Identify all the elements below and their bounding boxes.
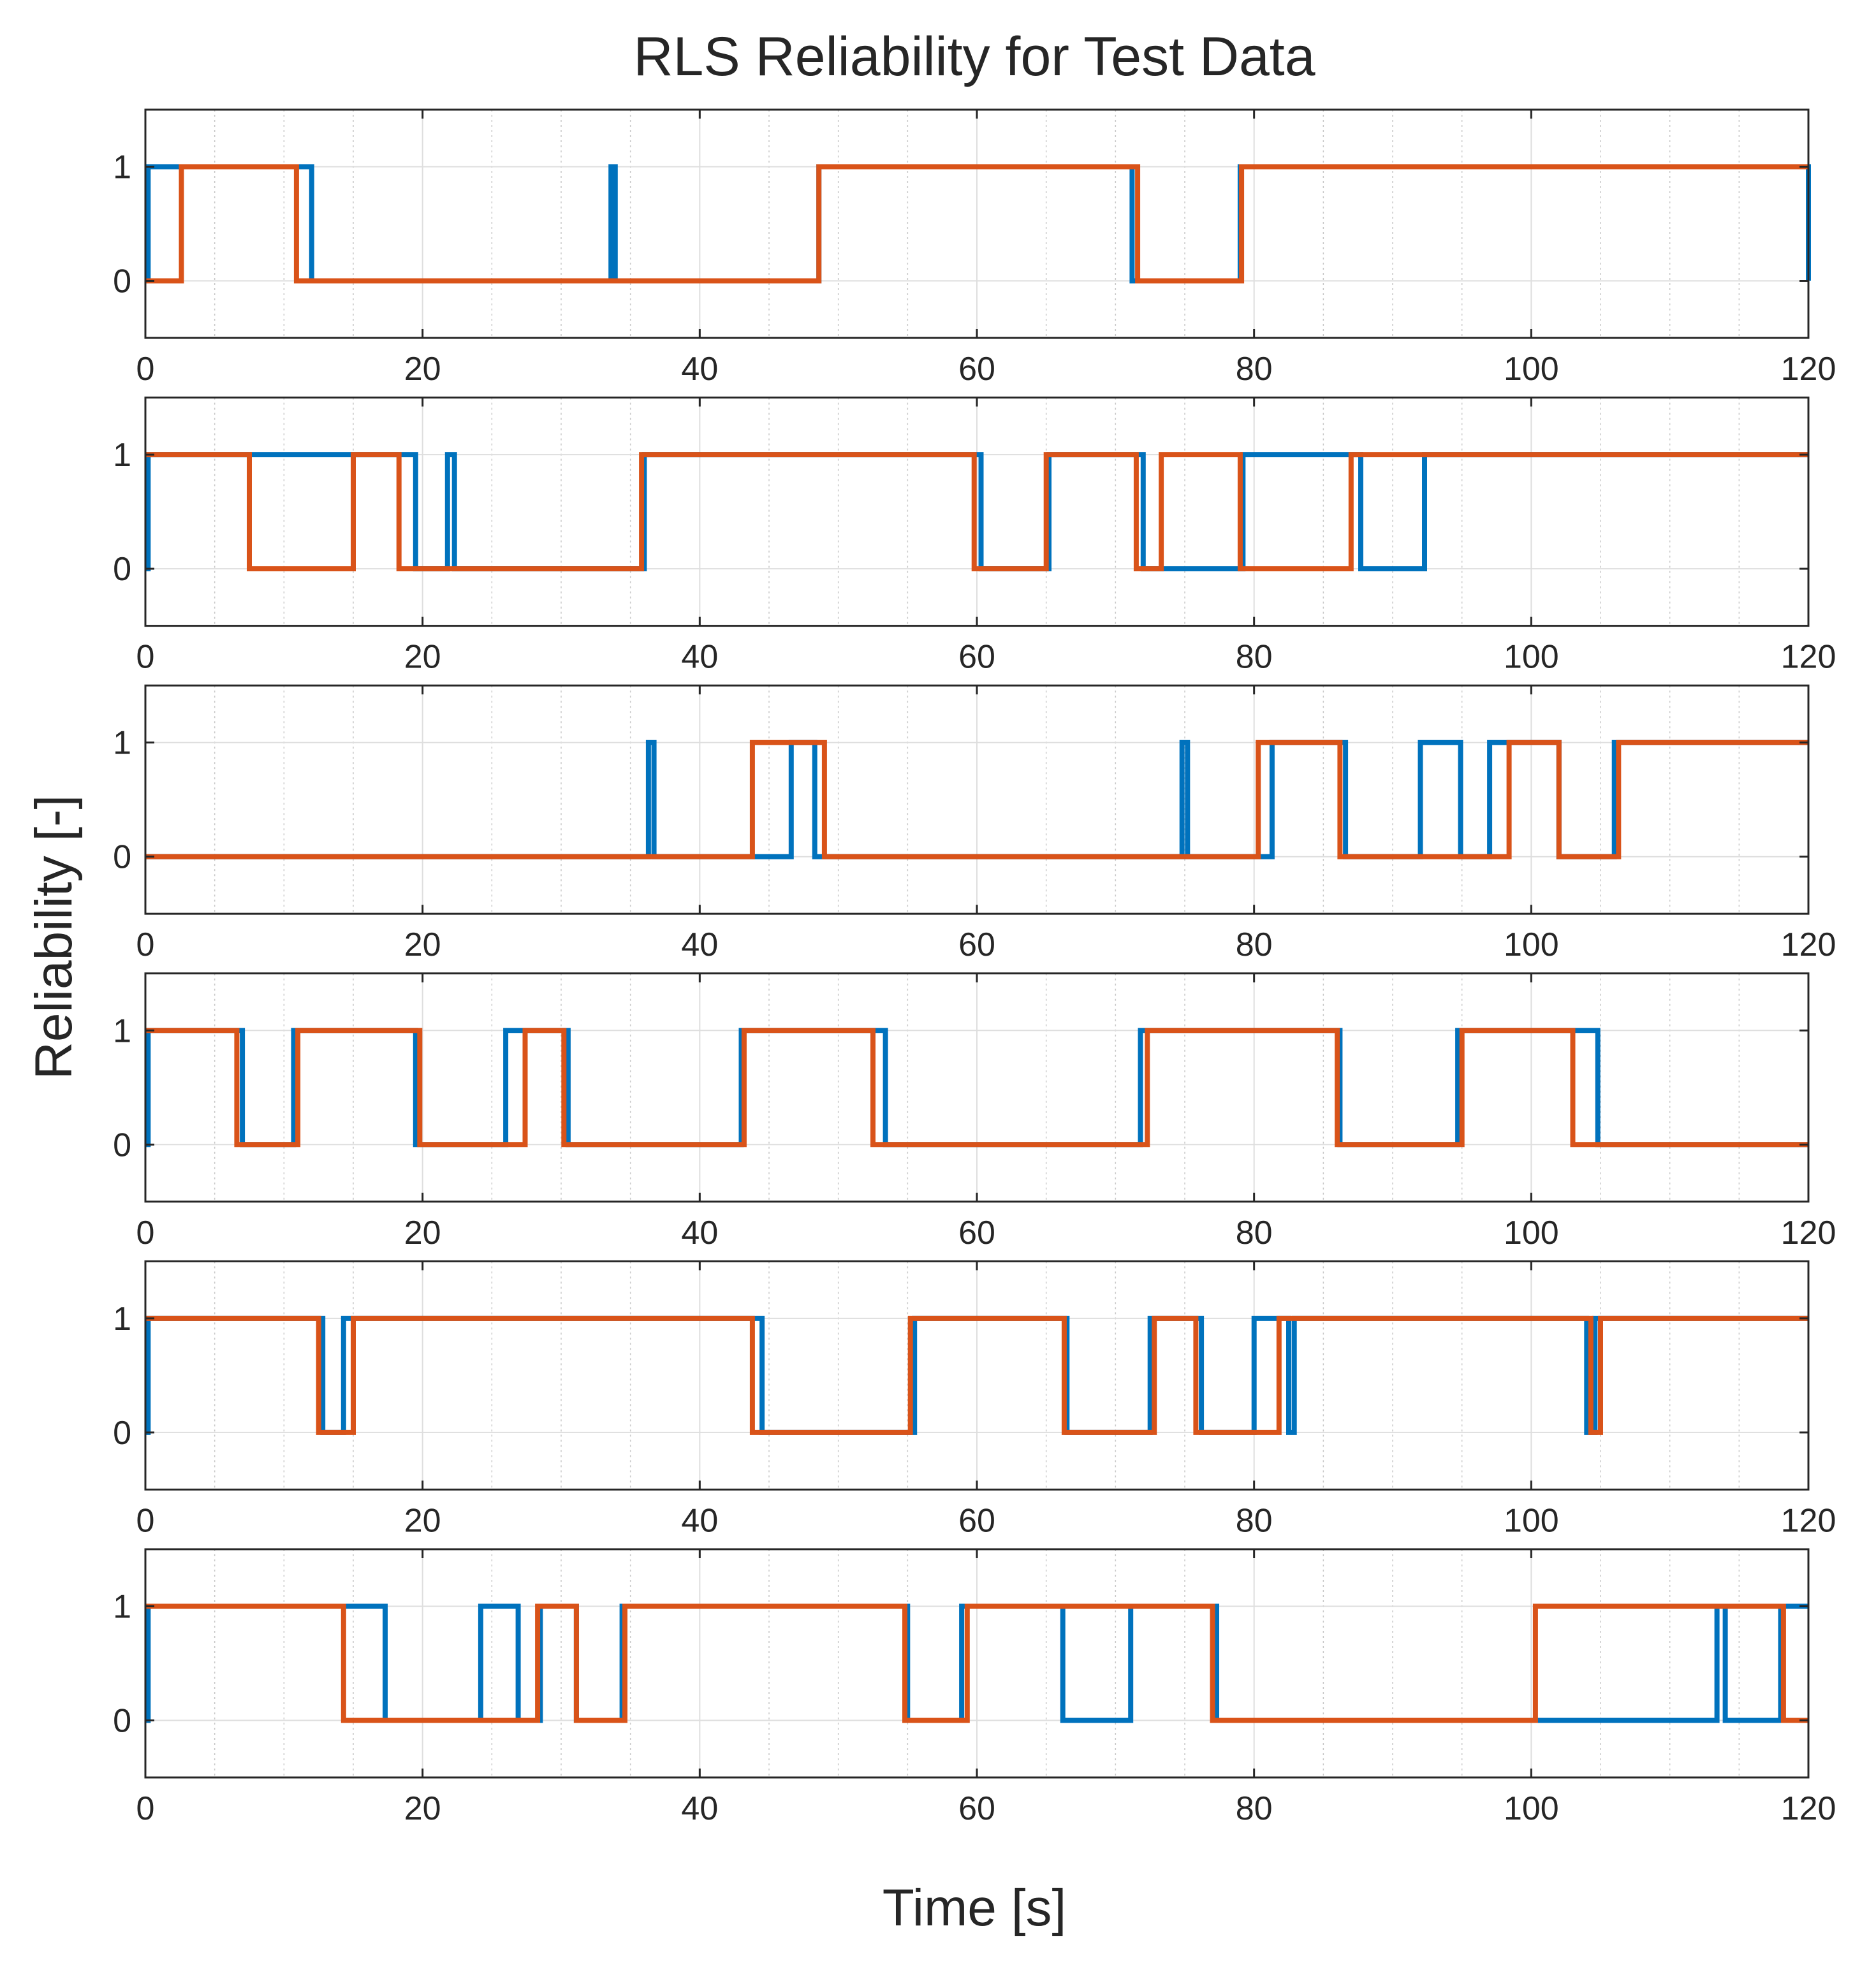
y-tick-label: 1 [113, 1589, 131, 1626]
x-tick-label: 100 [1504, 1502, 1559, 1539]
x-tick-label: 40 [681, 926, 718, 963]
y-tick-label: 1 [113, 725, 131, 762]
x-tick-label: 40 [681, 1790, 718, 1827]
x-tick-label: 120 [1781, 1502, 1836, 1539]
series_2-line [145, 1028, 1808, 1148]
x-tick-label: 0 [136, 639, 155, 676]
x-tick-label: 80 [1236, 926, 1273, 963]
series_2-line [145, 452, 1808, 572]
subplot-3: 0 20 40 60 80 100 120 0 1 [113, 684, 1836, 963]
y-tick-label: 0 [113, 839, 131, 876]
x-tick-label: 0 [136, 1790, 155, 1827]
y-tick-label: 1 [113, 1012, 131, 1049]
x-tick-label: 100 [1504, 1790, 1559, 1827]
x-tick-label: 60 [958, 351, 995, 388]
y-tick-label: 1 [113, 437, 131, 474]
subplot-5: 0 20 40 60 80 100 120 0 1 [113, 1260, 1836, 1539]
series_1-line [145, 1603, 1808, 1723]
x-tick-label: 120 [1781, 926, 1836, 963]
subplot-6: 0 20 40 60 80 100 120 0 1 [113, 1548, 1836, 1827]
x-tick-label: 0 [136, 351, 155, 388]
x-tick-label: 100 [1504, 351, 1559, 388]
subplot-4: 0 20 40 60 80 100 120 0 1 [113, 972, 1836, 1251]
y-tick-label: 0 [113, 1415, 131, 1452]
series_1-line [145, 452, 1808, 572]
subplot-2: 0 20 40 60 80 100 120 0 1 [113, 397, 1836, 676]
y-tick-label: 0 [113, 1127, 131, 1164]
x-tick-label: 20 [404, 351, 441, 388]
x-tick-label: 60 [958, 1215, 995, 1251]
x-tick-label: 120 [1781, 1790, 1836, 1827]
subplot-1: 0 20 40 60 80 100 120 0 1 [113, 108, 1836, 388]
x-tick-label: 20 [404, 639, 441, 676]
x-tick-label: 60 [958, 639, 995, 676]
x-tick-label: 120 [1781, 639, 1836, 676]
x-tick-label: 60 [958, 1790, 995, 1827]
x-tick-label: 40 [681, 351, 718, 388]
x-tick-label: 80 [1236, 351, 1273, 388]
x-tick-label: 40 [681, 1215, 718, 1251]
x-tick-label: 60 [958, 926, 995, 963]
series_2-line [145, 164, 1808, 284]
x-tick-label: 80 [1236, 1215, 1273, 1251]
chart-title: RLS Reliability for Test Data [633, 26, 1315, 87]
y-tick-label: 0 [113, 551, 131, 588]
x-tick-label: 120 [1781, 351, 1836, 388]
series_2-line [145, 740, 1808, 859]
x-tick-label: 20 [404, 1215, 441, 1251]
y-tick-label: 1 [113, 1301, 131, 1338]
x-tick-label: 100 [1504, 1215, 1559, 1251]
x-tick-label: 0 [136, 1502, 155, 1539]
y-axis-label: Reliability [-] [25, 795, 83, 1080]
y-tick-label: 0 [113, 1703, 131, 1740]
x-axis-label: Time [s] [883, 1879, 1067, 1937]
y-tick-label: 0 [113, 263, 131, 300]
x-tick-label: 80 [1236, 639, 1273, 676]
x-tick-label: 100 [1504, 639, 1559, 676]
x-tick-label: 80 [1236, 1790, 1273, 1827]
y-tick-label: 1 [113, 149, 131, 186]
x-tick-label: 40 [681, 1502, 718, 1539]
x-tick-label: 80 [1236, 1502, 1273, 1539]
x-tick-label: 20 [404, 926, 441, 963]
x-tick-label: 100 [1504, 926, 1559, 963]
x-tick-label: 20 [404, 1502, 441, 1539]
x-tick-label: 40 [681, 639, 718, 676]
series_2-line [145, 1315, 1808, 1435]
x-tick-label: 60 [958, 1502, 995, 1539]
series_2-line [145, 1603, 1808, 1723]
x-tick-label: 0 [136, 926, 155, 963]
x-tick-label: 120 [1781, 1215, 1836, 1251]
x-tick-label: 0 [136, 1215, 155, 1251]
x-tick-label: 20 [404, 1790, 441, 1827]
